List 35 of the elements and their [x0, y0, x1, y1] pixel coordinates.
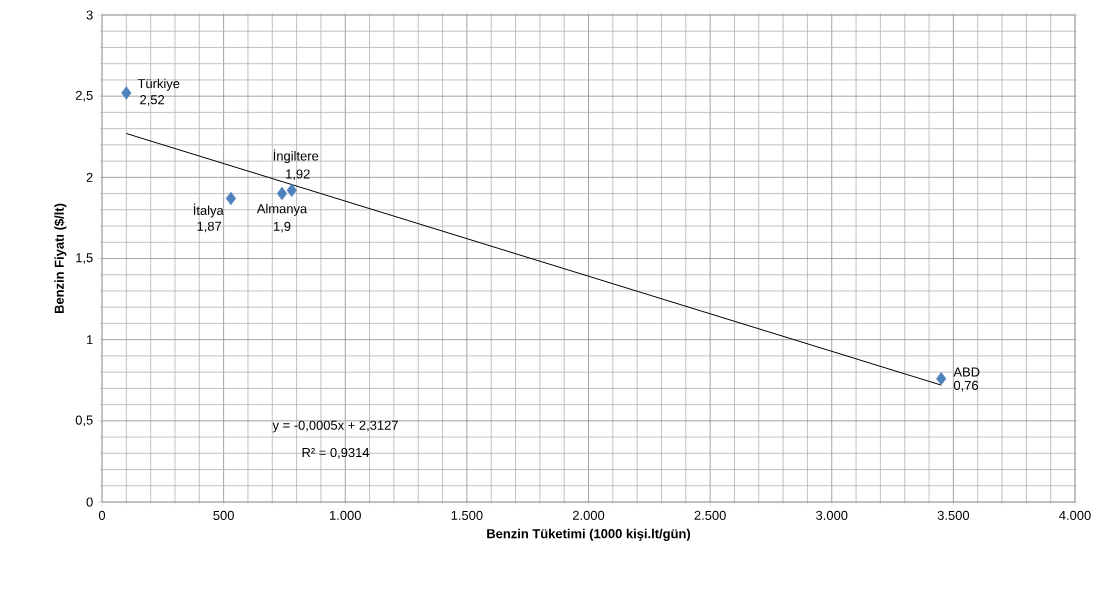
annotation: Almanya	[256, 203, 308, 216]
y-axis-title: Benzin Fiyatı ($/lt)	[54, 203, 67, 314]
y-tick-label: 0	[86, 497, 93, 507]
data-label: 1,87	[197, 221, 222, 233]
data-label: 1,9	[273, 221, 291, 233]
y-tick-label: 2	[86, 172, 93, 182]
x-tick-label: 2.000	[572, 510, 605, 520]
point	[286, 183, 297, 197]
annotation: ABD	[953, 367, 980, 377]
y-tick-label: 3	[86, 10, 93, 20]
point	[936, 371, 947, 386]
x-tick-label: 4.000	[1059, 510, 1091, 520]
x-tick-label: 0	[98, 510, 106, 520]
y-tick-label: 2,5	[75, 90, 93, 102]
annotation: y = -0,0005x + 2,3127	[272, 420, 398, 433]
x-tick-label: 1.500	[451, 510, 483, 520]
x-tick-label: 3.500	[937, 510, 970, 520]
point	[225, 191, 236, 206]
annotation: Türkiye	[137, 78, 180, 91]
x-tick-label: 1.000	[330, 510, 361, 520]
x-tick-label: 2.500	[694, 510, 726, 520]
x-tick-label: 3.000	[816, 510, 848, 520]
y-tick-label: 1,5	[76, 253, 93, 264]
data-label: 0,76	[953, 380, 979, 392]
x-tick-label: 500	[213, 510, 234, 520]
point	[121, 86, 132, 100]
x-axis-title: Benzin Tüketimi (1000 kişi.lt/gün)	[487, 528, 691, 541]
annotation: İtalya	[193, 203, 224, 218]
annotation: İngiltere	[273, 149, 319, 164]
data-label: 2,52	[140, 95, 165, 106]
data-label: 1,92	[286, 169, 310, 181]
y-tick-label: 0,5	[75, 415, 93, 427]
annotation: R² = 0,9314	[302, 447, 370, 459]
y-tick-label: 1	[87, 335, 93, 345]
point	[276, 186, 288, 201]
